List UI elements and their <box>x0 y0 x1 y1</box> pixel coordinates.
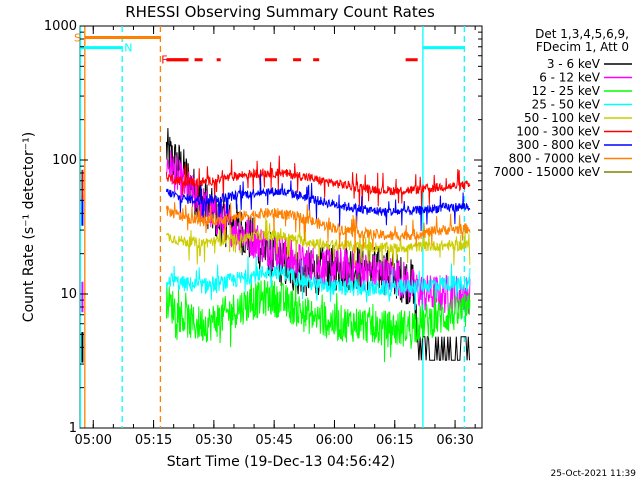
x-tick-label: 06:15 <box>376 433 413 448</box>
series-100-300-kev <box>165 155 471 208</box>
series-25-50-kev <box>165 255 471 311</box>
x-axis-label: Start Time (19-Dec-13 04:56:42) <box>167 454 395 470</box>
flag-label-N: N <box>124 42 132 55</box>
legend-label: 50 - 100 keV <box>524 111 601 125</box>
legend-header-line-1: Det 1,3,4,5,6,9, <box>535 27 629 41</box>
legend-label: 12 - 25 keV <box>532 84 601 98</box>
legend-label: 100 - 300 keV <box>516 125 600 139</box>
legend-header-line-2: FDecim 1, Att 0 <box>536 40 629 54</box>
data-series <box>81 127 471 363</box>
flag-bars: S N F <box>74 32 465 67</box>
flag-label-F: F <box>161 54 167 67</box>
legend-label: 6 - 12 keV <box>539 71 601 85</box>
y-tick-label: 1000 <box>44 19 77 34</box>
axes: 1 10 100 1000 05:00 05:15 05:30 05:45 06:00 06:15… <box>44 19 482 448</box>
legend-label: 300 - 800 keV <box>516 138 600 152</box>
legend-label: 3 - 6 keV <box>547 57 601 71</box>
series-50-100-kev <box>165 217 471 267</box>
y-axis-label: Count Rate (s⁻¹ detector⁻¹) <box>21 132 37 322</box>
legend-label: 25 - 50 keV <box>532 98 601 112</box>
legend: Det 1,3,4,5,6,9, FDecim 1, Att 0 3 - 6 k… <box>493 27 632 179</box>
x-tick-label: 05:30 <box>195 433 232 448</box>
plot-frame <box>79 25 483 429</box>
y-tick-label: 100 <box>52 153 77 168</box>
generated-timestamp: 25-Oct-2021 11:39 <box>551 469 637 479</box>
x-tick-label: 05:45 <box>255 433 292 448</box>
series-300-800-kev <box>165 174 471 232</box>
x-tick-label: 06:30 <box>436 433 473 448</box>
legend-label: 7000 - 15000 keV <box>493 165 600 179</box>
legend-label: 800 - 7000 keV <box>509 152 601 166</box>
flag-label-S: S <box>74 32 81 45</box>
series-12-25-kev <box>165 274 471 363</box>
x-tick-label: 05:00 <box>75 433 112 448</box>
y-tick-label: 1 <box>69 421 77 436</box>
series-flat-segment <box>417 336 470 361</box>
y-tick-label: 10 <box>60 287 77 302</box>
x-tick-label: 06:00 <box>316 433 353 448</box>
chart-title: RHESSI Observing Summary Count Rates <box>125 3 435 21</box>
series-6-12-kev <box>165 150 471 314</box>
series-800-7000-kev <box>165 202 471 254</box>
x-tick-label: 05:15 <box>135 433 172 448</box>
